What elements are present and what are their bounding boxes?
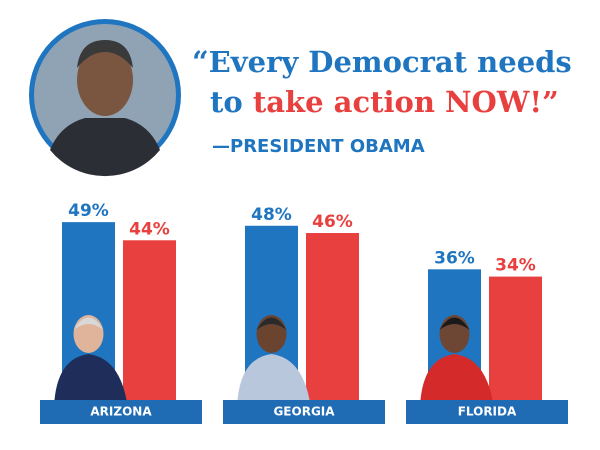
hair: [256, 317, 287, 330]
quote-emphasis: take action NOW!”: [253, 85, 559, 119]
candidate-photo: [420, 315, 493, 400]
category-label: GEORGIA: [273, 405, 335, 419]
value-label: 48%: [251, 205, 292, 225]
category-label: ARIZONA: [90, 405, 152, 419]
value-label: 36%: [434, 248, 475, 268]
quote-line: to take action NOW!”: [210, 85, 559, 119]
bar-chart: 49% 44% ARIZONA 48% 46% GEORGIA 36% 34% FLORIDA: [40, 201, 568, 424]
candidate-photo: [237, 315, 310, 400]
bar: [306, 233, 359, 400]
value-label: 44%: [129, 219, 170, 239]
candidate-photo: [54, 315, 127, 400]
category-band: [406, 400, 568, 424]
value-label: 46%: [312, 212, 353, 232]
category-label: FLORIDA: [458, 405, 517, 419]
bar: [489, 276, 542, 400]
value-label: 49%: [68, 201, 109, 221]
shoulders: [237, 354, 310, 400]
hair: [73, 317, 104, 330]
category-band: [40, 400, 202, 424]
bar: [123, 240, 176, 400]
shoulders: [54, 354, 127, 400]
quote-text: to: [210, 85, 253, 119]
hair: [439, 317, 470, 330]
obama-photo: [29, 19, 181, 177]
quote-line: “Every Democrat needs: [192, 45, 572, 79]
category-band: [223, 400, 385, 424]
value-label: 34%: [495, 256, 536, 276]
attribution: —PRESIDENT OBAMA: [212, 136, 425, 157]
shoulders: [420, 354, 493, 400]
